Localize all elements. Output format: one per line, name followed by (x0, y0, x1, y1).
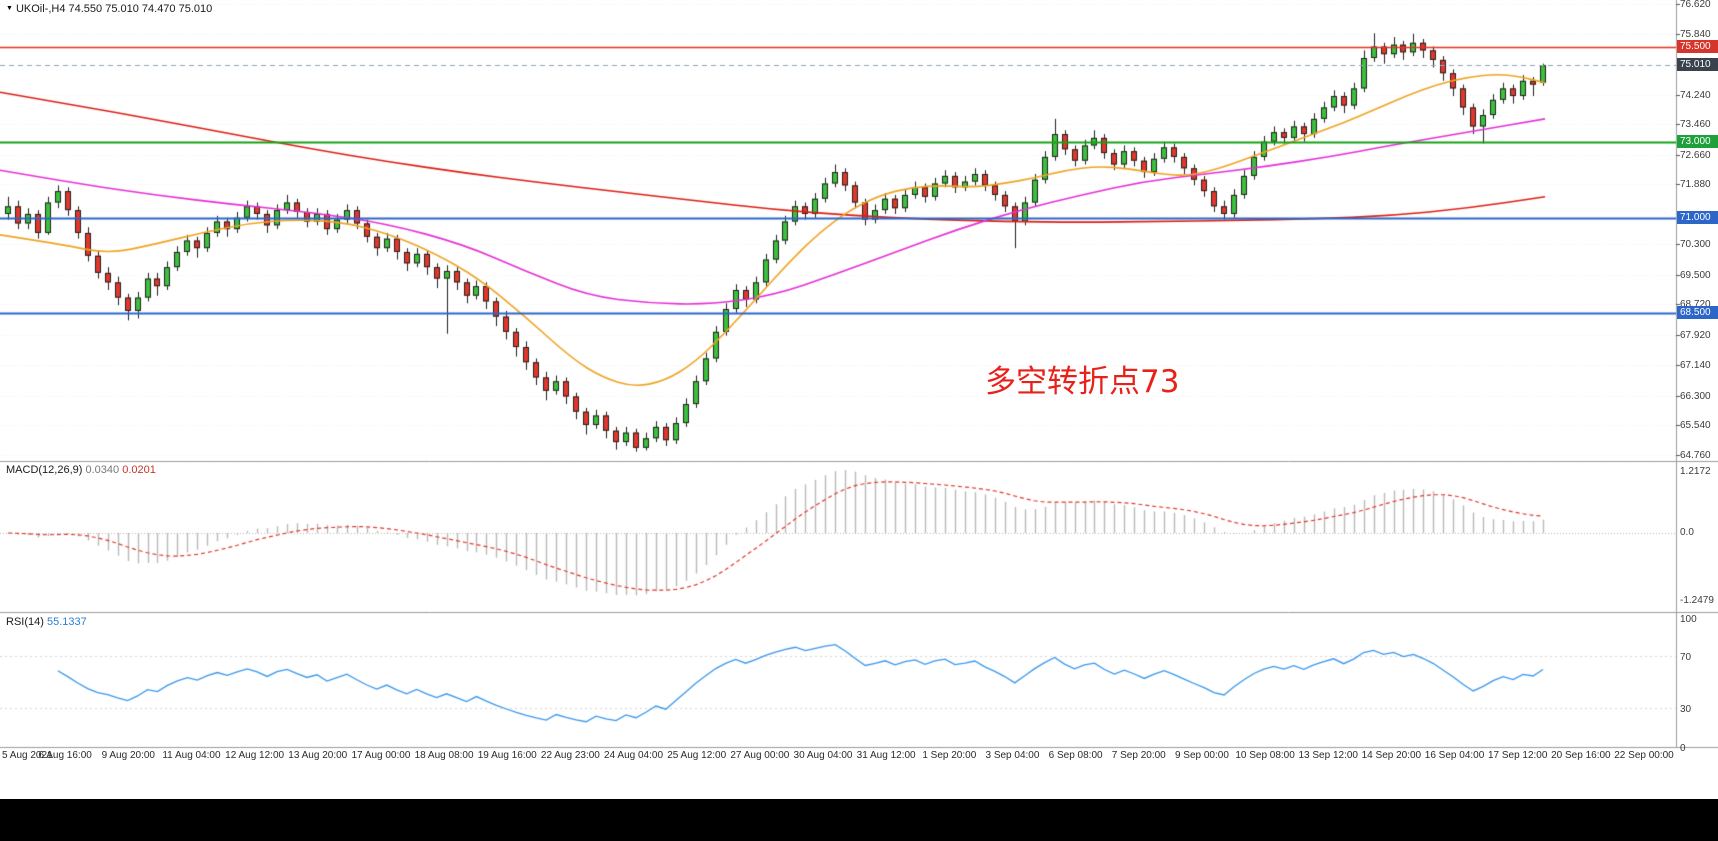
rsi-axis-label: 0 (1680, 743, 1686, 754)
time-axis-label: 1 Sep 20:00 (922, 750, 977, 761)
macd-signal-value: 0.0201 (122, 464, 156, 476)
symbol-ohlc-text: UKOil-,H4 74.550 75.010 74.470 75.010 (15, 3, 213, 15)
time-axis-label: 6 Sep 08:00 (1048, 750, 1103, 761)
time-axis-label: 22 Aug 23:00 (540, 750, 600, 761)
rsi-value: 55.1337 (46, 616, 87, 628)
time-axis-label: 5 Aug 2021 (2, 750, 53, 761)
bottom-black-bar (0, 799, 1718, 841)
time-axis-label: 9 Aug 20:00 (101, 750, 155, 761)
rsi-axis-label: 70 (1680, 652, 1692, 663)
time-axis-label: 22 Sep 00:00 (1614, 750, 1674, 761)
price-badge: 73.000 (1677, 134, 1718, 148)
time-axis-label: 6 Aug 16:00 (38, 750, 92, 761)
price-axis-label: 76.620 (1680, 0, 1711, 10)
price-badge: 71.000 (1677, 210, 1718, 224)
rsi-axis-label: 100 (1680, 614, 1697, 625)
price-axis-label: 74.240 (1680, 89, 1711, 101)
time-axis-label: 19 Aug 16:00 (477, 750, 537, 761)
time-axis-label: 31 Aug 12:00 (856, 750, 916, 761)
chinese-annotation-text: 多空转折点73 (985, 364, 1180, 400)
price-axis-label: 69.500 (1680, 269, 1711, 281)
price-axis-label: 64.760 (1680, 450, 1711, 462)
time-axis-label: 14 Sep 20:00 (1361, 750, 1422, 761)
time-axis-label: 20 Sep 16:00 (1551, 750, 1611, 761)
time-axis-label: 13 Aug 20:00 (288, 750, 348, 761)
rsi-label-text: RSI(14) (6, 616, 44, 628)
time-axis-label: 3 Sep 04:00 (985, 750, 1040, 761)
price-axis-label: 65.540 (1680, 420, 1711, 432)
macd-main-value: 0.0340 (85, 464, 120, 476)
time-axis-label: 17 Sep 12:00 (1487, 750, 1548, 761)
time-axis-label: 12 Aug 12:00 (225, 750, 285, 761)
time-axis-label: 24 Aug 04:00 (604, 750, 664, 761)
price-axis-label: 71.880 (1680, 179, 1711, 191)
price-axis-label: 70.300 (1680, 239, 1711, 251)
symbol-marker-icon: ▼ (6, 5, 13, 12)
price-axis-label: 66.300 (1680, 391, 1711, 403)
time-axis-label: 9 Sep 00:00 (1174, 750, 1229, 761)
price-axis-label: 67.140 (1680, 359, 1711, 371)
time-axis-label: 16 Sep 04:00 (1424, 750, 1485, 761)
time-axis-label: 18 Aug 08:00 (414, 750, 474, 761)
price-axis-label: 72.660 (1680, 149, 1711, 161)
macd-axis-label: -1.2479 (1680, 595, 1714, 606)
time-axis-label: 10 Sep 08:00 (1235, 750, 1295, 761)
price-axis-label: 73.460 (1680, 119, 1711, 131)
time-axis-label: 27 Aug 00:00 (730, 750, 790, 761)
price-axis-label: 67.920 (1680, 329, 1711, 341)
chart-canvas[interactable] (0, 0, 1718, 800)
macd-axis: 1.2172 0.0 -1.2479 (1677, 0, 1718, 748)
price-axis-label: 68.720 (1680, 299, 1711, 310)
price-badge: 75.500 (1677, 39, 1718, 53)
macd-axis-label: 1.2172 (1680, 466, 1711, 477)
time-axis[interactable]: 5 Aug 2021 6 Aug 16:00 9 Aug 20:00 11 Aug 0… (0, 750, 1718, 764)
price-axis[interactable]: 76.620 75.840 74.240 73.460 72.660 71.880 70.3… (1677, 0, 1718, 748)
chart-symbol-title: ▼ UKOil-,H4 74.550 75.010 74.470 75.010 (6, 3, 212, 15)
price-badge: 68.500 (1677, 305, 1718, 319)
rsi-axis-label: 30 (1680, 704, 1692, 715)
macd-indicator-label: MACD(12,26,9) 0.0340 0.0201 (6, 464, 156, 476)
time-axis-label: 11 Aug 04:00 (162, 750, 221, 761)
time-axis-label: 13 Sep 12:00 (1298, 750, 1358, 761)
macd-label-text: MACD(12,26,9) (6, 464, 83, 476)
price-badge: 75.010 (1677, 58, 1718, 72)
rsi-indicator-label: RSI(14) 55.1337 (6, 616, 87, 628)
time-axis-label: 7 Sep 20:00 (1111, 750, 1166, 761)
time-axis-label: 30 Aug 04:00 (793, 750, 853, 761)
time-axis-label: 25 Aug 12:00 (667, 750, 727, 761)
rsi-axis: 100 70 30 0 (1677, 0, 1718, 754)
time-axis-label: 17 Aug 00:00 (351, 750, 411, 761)
price-axis-label: 75.840 (1680, 28, 1711, 40)
macd-axis-label: 0.0 (1680, 527, 1694, 538)
